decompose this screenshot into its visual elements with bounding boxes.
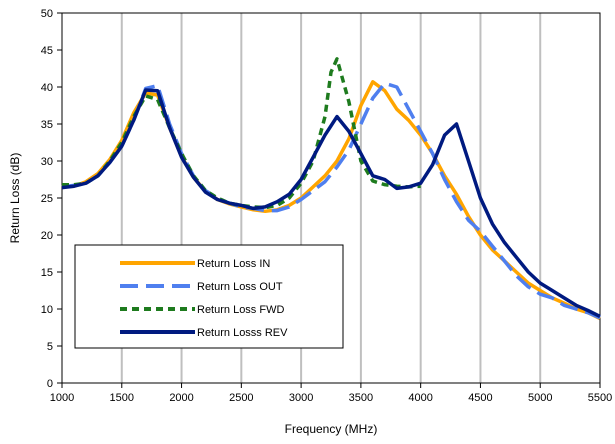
x-tick-label: 2000: [169, 392, 193, 404]
legend-label-0: Return Loss IN: [197, 258, 270, 270]
y-tick-label: 15: [41, 267, 53, 279]
y-tick-label: 5: [47, 341, 53, 353]
y-tick-label: 0: [47, 378, 53, 390]
x-tick-label: 4500: [468, 392, 492, 404]
x-axis-title: Frequency (MHz): [285, 422, 378, 436]
y-tick-label: 20: [41, 230, 53, 242]
x-tick-label: 5000: [528, 392, 552, 404]
legend-label-2: Return Loss FWD: [197, 304, 284, 316]
legend-box: [74, 244, 344, 349]
legend-label-3: Return Losss REV: [197, 327, 288, 339]
y-tick-label: 50: [41, 8, 53, 20]
legend-label-1: Return Loss OUT: [197, 281, 283, 293]
y-tick-label: 40: [41, 82, 53, 94]
x-tick-label: 1500: [110, 392, 134, 404]
series-line-3: [61, 88, 601, 318]
y-tick-label: 30: [41, 156, 53, 168]
y-tick-label: 35: [41, 119, 53, 131]
y-tick-label: 45: [41, 45, 53, 57]
series-line-1: [61, 81, 601, 320]
y-tick-label: 25: [41, 193, 53, 205]
series-layer: [61, 57, 601, 321]
y-axis-title: Return Loss (dB): [8, 153, 22, 244]
y-tick-label: 10: [41, 304, 53, 316]
x-tick-label: 3500: [349, 392, 373, 404]
gridlines: [120, 13, 542, 383]
x-tick-label: 5500: [588, 392, 612, 404]
x-tick-label: 3000: [289, 392, 313, 404]
x-tick-label: 2500: [229, 392, 253, 404]
x-tick-label: 4000: [408, 392, 432, 404]
legend: Return Loss IN Return Loss OUT Return Loss…: [74, 244, 344, 349]
axis-ticks: 1000 1500 2000 2500 3000 3500 4000 4500 5000 5500…: [41, 8, 612, 404]
x-tick-label: 1000: [50, 392, 74, 404]
